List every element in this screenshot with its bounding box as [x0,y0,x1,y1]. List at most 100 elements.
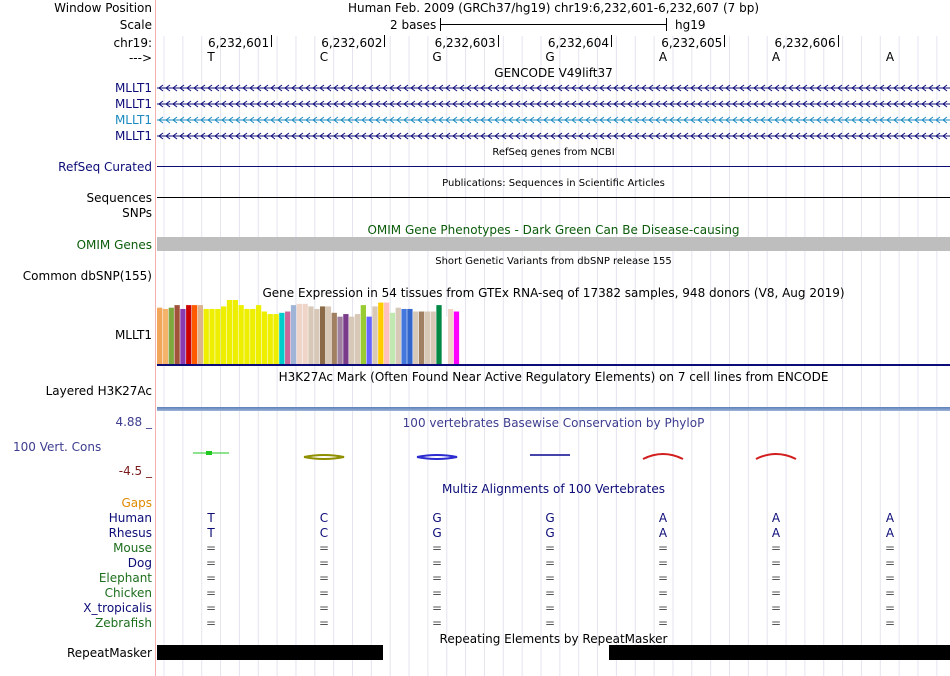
ruler-position: 6,232,603 [434,36,496,50]
gtex-bar-chart[interactable] [157,298,950,366]
gencode-transcript-label[interactable]: MLLT1 [114,97,152,111]
scale-bar [440,24,666,25]
refseq-label[interactable]: RefSeq Curated [58,160,152,174]
ruler-position: 6,232,601 [208,36,270,50]
gtex-tissue-bar[interactable] [354,314,361,364]
gtex-tissue-bar[interactable] [424,311,431,364]
gtex-tissue-bar[interactable] [197,305,204,364]
gtex-tissue-bar[interactable] [325,306,332,364]
gtex-tissue-bar[interactable] [250,308,256,364]
gencode-transcript-line[interactable] [157,115,950,125]
gtex-tissue-bar[interactable] [285,311,291,364]
gtex-tissue-bar[interactable] [360,305,366,364]
multiz-species-label[interactable]: Elephant [98,571,152,585]
gtex-tissue-bar[interactable] [203,308,209,364]
gtex-tissue-bar[interactable] [267,314,273,364]
gencode-transcript-label[interactable]: MLLT1 [114,129,152,143]
gtex-tissue-bar[interactable] [319,306,326,364]
gtex-tissue-bar[interactable] [226,300,233,364]
multiz-base: = [770,616,782,630]
gtex-tissue-bar[interactable] [401,308,407,364]
gtex-tissue-bar[interactable] [221,306,227,364]
multiz-species-label[interactable]: Zebrafish [95,616,152,630]
snps-label[interactable]: SNPs [122,206,152,220]
gtex-tissue-bar[interactable] [413,311,419,364]
gtex-tissue-bar[interactable] [261,311,268,364]
base-letter: A [771,50,781,64]
gtex-tissue-bar[interactable] [343,314,349,364]
gtex-tissue-bar[interactable] [302,303,308,364]
phylop-label[interactable]: 100 Vert. Cons [13,440,102,454]
multiz-base: = [205,541,217,555]
gtex-tissue-bar[interactable] [383,302,390,364]
gtex-tissue-bar[interactable] [395,307,401,364]
gtex-tissue-bar[interactable] [180,308,186,364]
publications-line[interactable] [157,197,950,198]
gtex-tissue-bar[interactable] [296,303,302,364]
gtex-tissue-bar[interactable] [162,308,169,364]
multiz-base: = [544,571,556,585]
gtex-tissue-bar[interactable] [378,302,384,364]
gtex-tissue-bar[interactable] [418,311,425,364]
gencode-transcript-line[interactable] [157,131,950,141]
refseq-line[interactable] [157,166,950,167]
gtex-tissue-bar[interactable] [191,305,198,364]
gtex-tissue-bar[interactable] [279,312,285,364]
multiz-species-label[interactable]: Dog [127,556,152,570]
gtex-tissue-bar[interactable] [389,312,396,364]
phylop-min: -4.5 _ [118,464,152,478]
multiz-species-label[interactable]: Chicken [104,586,152,600]
repeatmasker-element-left[interactable] [157,645,383,660]
phylop-signal[interactable] [157,444,950,472]
repeatmasker-element-right[interactable] [609,645,950,660]
gtex-tissue-bar[interactable] [314,308,320,364]
ruler-tick [610,35,612,47]
omim-label[interactable]: OMIM Genes [76,238,152,252]
multiz-species-label[interactable]: Human [108,511,152,525]
gaps-label[interactable]: Gaps [121,496,152,510]
gtex-tissue-bar[interactable] [174,305,180,364]
multiz-species-label[interactable]: Mouse [113,541,152,555]
gtex-tissue-bar[interactable] [157,307,163,364]
multiz-base: = [884,571,896,585]
multiz-species-label[interactable]: Rhesus [108,526,152,540]
gtex-label[interactable]: MLLT1 [114,328,152,342]
gencode-transcript-label[interactable]: MLLT1 [114,81,152,95]
h3k27ac-label[interactable]: Layered H3K27Ac [45,384,152,398]
repeatmasker-label[interactable]: RepeatMasker [66,646,152,660]
gtex-tissue-bar[interactable] [215,308,221,364]
gtex-tissue-bar[interactable] [366,316,372,364]
multiz-base: = [318,616,330,630]
gtex-tissue-bar[interactable] [430,311,436,364]
gtex-tissue-bar[interactable] [238,305,244,364]
dbsnp-label[interactable]: Common dbSNP(155) [22,269,152,283]
multiz-species-label[interactable]: X_tropicalis [83,601,152,615]
gtex-tissue-bar[interactable] [436,305,442,364]
gtex-tissue-bar[interactable] [407,308,413,364]
gtex-tissue-bar[interactable] [273,314,279,364]
gtex-tissue-bar[interactable] [372,306,378,364]
gtex-tissue-bar[interactable] [331,312,337,364]
gencode-transcript-line[interactable] [157,83,950,93]
gtex-tissue-bar[interactable] [244,308,250,364]
gtex-tissue-bar[interactable] [232,300,238,364]
gtex-tissue-bar[interactable] [448,308,454,364]
gtex-tissue-bar[interactable] [168,307,174,364]
gtex-tissue-bar[interactable] [209,308,215,364]
window-position-text[interactable]: Human Feb. 2009 (GRCh37/hg19) chr19:6,23… [347,1,760,15]
gtex-tissue-bar[interactable] [349,316,355,364]
gtex-tissue-bar[interactable] [442,316,448,364]
gtex-tissue-bar[interactable] [453,311,460,364]
gencode-transcript-line[interactable] [157,99,950,109]
gtex-tissue-bar[interactable] [308,306,314,364]
omim-bar[interactable] [157,237,950,251]
h3k27ac-signal[interactable] [157,407,950,411]
publications-label[interactable]: Sequences [86,191,152,205]
gtex-tissue-bar[interactable] [255,305,262,364]
gencode-transcript-label[interactable]: MLLT1 [114,113,152,127]
ruler-position: 6,232,605 [661,36,723,50]
gtex-tissue-bar[interactable] [337,316,343,364]
gtex-tissue-bar[interactable] [186,305,192,364]
multiz-base: = [431,616,443,630]
gtex-tissue-bar[interactable] [290,305,297,364]
